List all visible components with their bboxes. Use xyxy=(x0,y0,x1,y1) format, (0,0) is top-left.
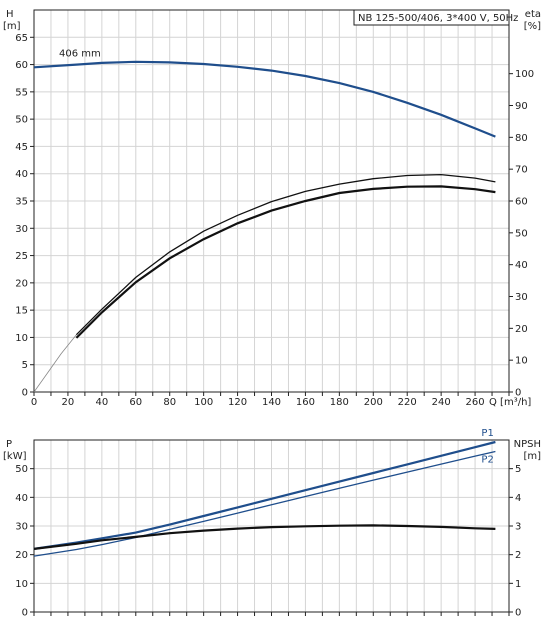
y2-tick-label: 90 xyxy=(515,101,528,112)
y2-tick-label: 100 xyxy=(515,69,534,80)
y2-tick-label: 2 xyxy=(515,550,521,561)
x-tick-label: 20 xyxy=(62,397,75,408)
y-tick-label: 20 xyxy=(15,550,28,561)
y-tick-label: 20 xyxy=(15,278,28,289)
y2-tick-label: 40 xyxy=(515,260,528,271)
y-tick-label: 60 xyxy=(15,60,28,71)
impeller-diameter-label: 406 mm xyxy=(59,49,101,60)
y-tick-label: 5 xyxy=(22,360,28,371)
y-axis-label: H xyxy=(6,9,14,20)
y2-tick-label: 3 xyxy=(515,522,521,533)
series-line-p2 xyxy=(33,450,496,557)
y-tick-label: 55 xyxy=(15,87,28,98)
x-tick-label: 180 xyxy=(330,397,349,408)
y-tick-label: 40 xyxy=(15,169,28,180)
series-line-h xyxy=(33,60,496,138)
y-tick-label: 40 xyxy=(15,493,28,504)
series-label: P1 xyxy=(481,428,493,439)
y-tick-label: 50 xyxy=(15,464,28,475)
y-axis-label: P xyxy=(6,439,12,450)
y-tick-label: 15 xyxy=(15,306,28,317)
x-tick-label: 120 xyxy=(228,397,247,408)
y2-tick-label: 1 xyxy=(515,579,521,590)
y-tick-label: 30 xyxy=(15,224,28,235)
y2-axis-unit: [%] xyxy=(524,21,541,32)
y-tick-label: 0 xyxy=(22,608,28,619)
y-tick-label: 0 xyxy=(22,388,28,399)
series-line-eta xyxy=(75,185,496,339)
y2-tick-label: 60 xyxy=(515,197,528,208)
y2-tick-label: 70 xyxy=(515,165,528,176)
x-tick-label: 140 xyxy=(262,397,281,408)
title-box xyxy=(353,9,510,26)
y2-axis-label: NPSH xyxy=(514,439,541,450)
y2-tick-label: 50 xyxy=(515,228,528,239)
y2-axis-unit: [m] xyxy=(523,451,541,462)
y2-tick-label: 80 xyxy=(515,133,528,144)
x-tick-label: 260 xyxy=(466,397,485,408)
y2-tick-label: 4 xyxy=(515,493,521,504)
chart-title: NB 125-500/406, 3*400 V, 50Hz xyxy=(358,13,518,24)
y-tick-label: 10 xyxy=(15,333,28,344)
y-tick-label: 35 xyxy=(15,197,28,208)
x-tick-label: 160 xyxy=(296,397,315,408)
power-npsh-chart: 0 10 20 30 40 50 0 1 2 3 4 5 P[kW] NPSH[m] P1 P2 xyxy=(3,428,541,618)
y2-axis-label: eta xyxy=(525,9,541,20)
series-line-npsh xyxy=(33,524,496,550)
series-line-eta-extension xyxy=(33,334,77,393)
series-label: P2 xyxy=(481,454,493,465)
y-tick-label: 25 xyxy=(15,251,28,262)
y2-tick-label: 10 xyxy=(515,356,528,367)
y-tick-label: 45 xyxy=(15,142,28,153)
x-tick-label: 220 xyxy=(398,397,417,408)
y-tick-label: 65 xyxy=(15,33,28,44)
x-tick-label: 60 xyxy=(129,397,142,408)
y-axis-unit: [m] xyxy=(3,21,21,32)
x-tick-label: 200 xyxy=(364,397,383,408)
x-tick-label: 240 xyxy=(432,397,451,408)
x-tick-label: 100 xyxy=(194,397,213,408)
y-tick-label: 50 xyxy=(15,115,28,126)
y2-tick-label: 5 xyxy=(515,464,521,475)
x-axis-label: Q [m³/h] xyxy=(489,397,531,408)
y-axis-unit: [kW] xyxy=(3,451,27,462)
x-tick-label: 0 xyxy=(31,397,37,408)
y2-tick-label: 30 xyxy=(515,292,528,303)
series-line-eta-upper xyxy=(75,173,496,336)
head-efficiency-chart: 0 5 10 15 20 25 30 35 40 45 50 55 60 65 0 10 20 30 40 50 60 7… xyxy=(3,9,541,408)
x-tick-label: 80 xyxy=(163,397,176,408)
x-tick-label: 40 xyxy=(95,397,108,408)
series-line-p1 xyxy=(33,440,496,550)
y2-tick-label: 0 xyxy=(515,608,521,619)
y-tick-label: 10 xyxy=(15,579,28,590)
y-tick-label: 30 xyxy=(15,522,28,533)
y2-tick-label: 0 xyxy=(515,388,521,399)
y2-tick-label: 20 xyxy=(515,324,528,335)
